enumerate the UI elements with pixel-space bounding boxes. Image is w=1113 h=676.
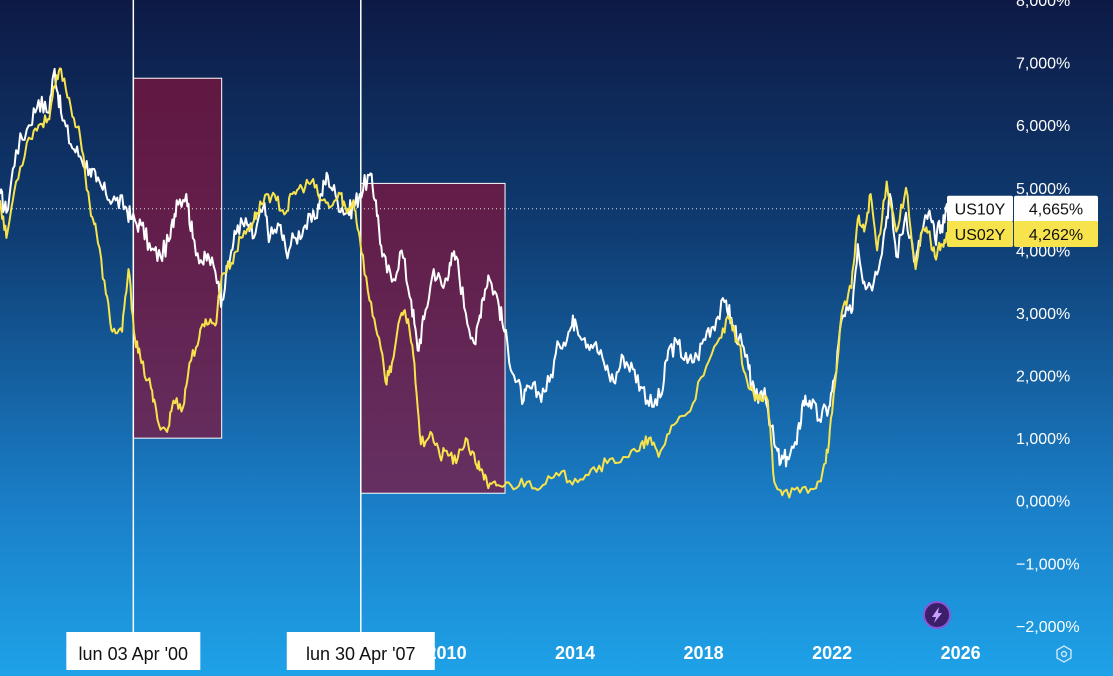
y-tick-label: −1,000% (1016, 556, 1080, 573)
crosshair-date-box (286, 632, 435, 670)
x-tick-label: 2018 (684, 643, 724, 663)
y-tick-label: 0,000% (1016, 494, 1070, 511)
us02y-symbol-tag[interactable] (947, 220, 1013, 247)
y-tick-label: −2,000% (1016, 619, 1080, 636)
y-tick-label: 1,000% (1016, 431, 1070, 448)
y-tick-label: 8,000% (1016, 0, 1070, 10)
x-tick-label: 2022 (812, 643, 852, 663)
shaded-range[interactable] (360, 182, 506, 494)
crosshair-date-label: lun 03 Apr '00 (79, 644, 189, 664)
y-tick-label: 4,000% (1016, 243, 1070, 260)
crosshair-date-label: lun 30 Apr '07 (306, 644, 416, 664)
y-tick-label: 2,000% (1016, 369, 1070, 386)
hexagon-settings-icon[interactable] (1056, 645, 1072, 663)
series-line-us02y[interactable] (0, 67, 949, 499)
y-tick-label: 3,000% (1016, 306, 1070, 323)
us02y-price-label: 4,262% (1029, 227, 1083, 244)
us10y-symbol-label: US10Y (955, 202, 1006, 219)
y-tick-label: 7,000% (1016, 56, 1070, 73)
y-tick-label: 5,000% (1016, 181, 1070, 198)
us10y-symbol-tag[interactable] (947, 195, 1013, 222)
us02y-symbol-label: US02Y (955, 227, 1006, 244)
crosshair-date-box (66, 632, 201, 670)
shaded-ranges (132, 77, 506, 494)
y-axis: 8,000% 7,000% 6,000% 5,000% 4,000% 3,000% 2,00… (1016, 0, 1080, 636)
us02y-price-tag[interactable] (1014, 220, 1098, 247)
x-axis: 220102014201820222026 (185, 643, 981, 663)
us10y-price-label: 4,665% (1029, 202, 1083, 219)
lightning-icon[interactable] (923, 601, 951, 629)
series-line-us10y[interactable] (0, 67, 949, 468)
x-tick-label: 2010 (427, 643, 467, 663)
date-labels: lun 03 Apr '00 lun 30 Apr '07 (66, 632, 435, 670)
x-tick-label: 2026 (941, 643, 981, 663)
x-tick-label: 2014 (555, 643, 595, 663)
y-tick-label: 6,000% (1016, 118, 1070, 135)
